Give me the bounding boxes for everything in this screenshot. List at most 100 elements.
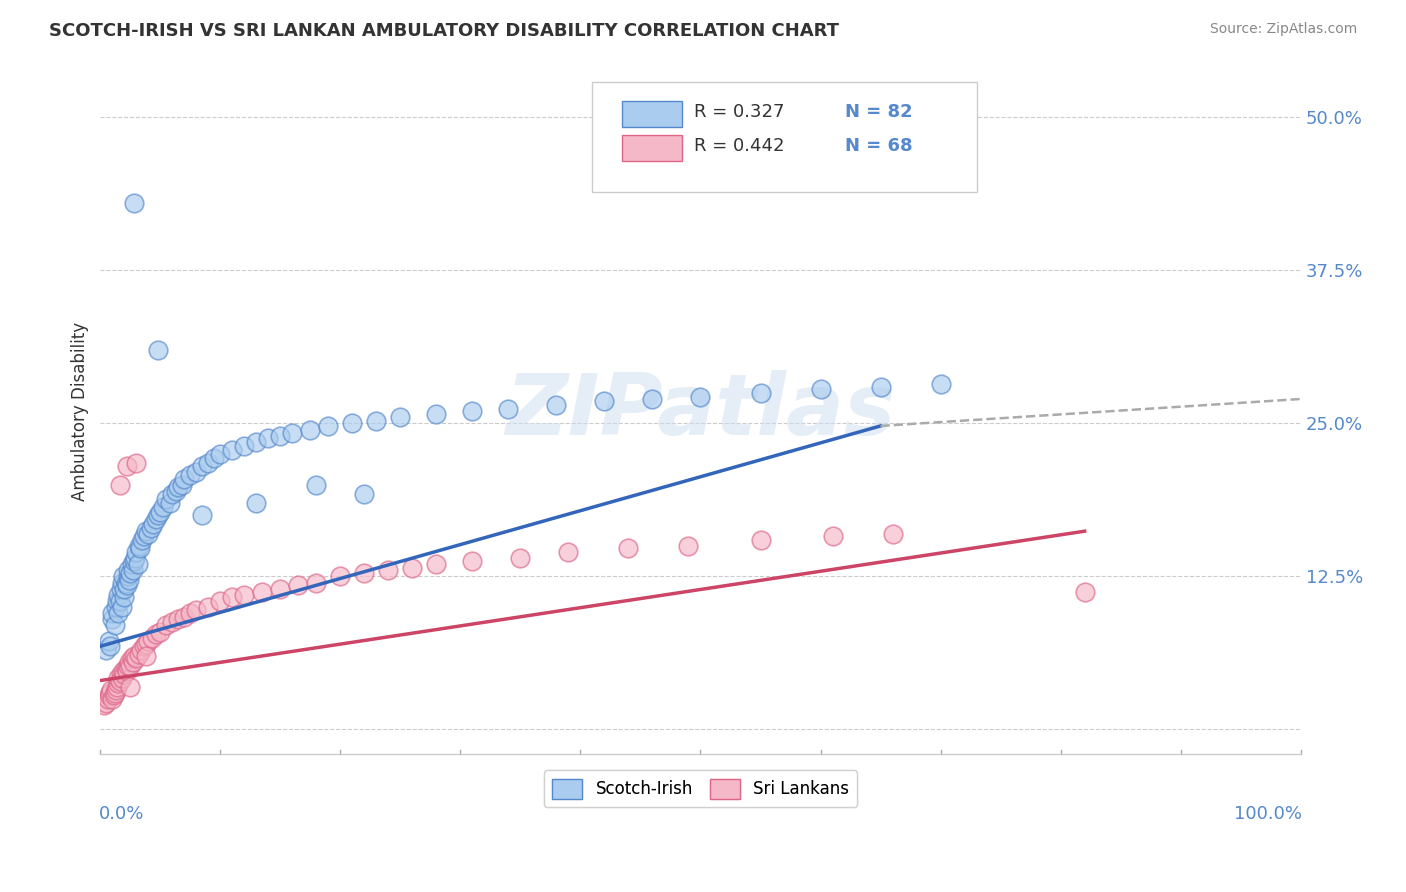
- Point: [252, 585, 274, 599]
- Point: [135, 637, 157, 651]
- Point: [101, 612, 124, 626]
- Point: [141, 631, 163, 645]
- Point: [170, 477, 193, 491]
- Point: [425, 407, 447, 421]
- Point: [810, 382, 832, 396]
- Point: [127, 558, 149, 572]
- Point: [145, 512, 167, 526]
- Point: [366, 414, 388, 428]
- Point: [245, 434, 267, 449]
- Point: [149, 505, 172, 519]
- Point: [142, 516, 165, 531]
- Point: [112, 664, 135, 678]
- Point: [186, 466, 208, 480]
- Point: [162, 487, 184, 501]
- Text: 0.0%: 0.0%: [100, 805, 145, 823]
- Point: [197, 456, 219, 470]
- Point: [105, 680, 128, 694]
- Point: [191, 508, 214, 523]
- Point: [120, 658, 142, 673]
- Point: [101, 606, 124, 620]
- Point: [146, 343, 169, 357]
- Point: [118, 573, 141, 587]
- Point: [131, 533, 153, 547]
- Point: [869, 380, 891, 394]
- Bar: [623, 101, 682, 127]
- Point: [96, 692, 118, 706]
- Point: [159, 496, 181, 510]
- Legend: Scotch-Irish, Sri Lankans: Scotch-Irish, Sri Lankans: [544, 771, 858, 807]
- Point: [112, 667, 135, 681]
- Point: [191, 459, 214, 474]
- Point: [202, 450, 225, 465]
- Point: [167, 612, 190, 626]
- Point: [299, 423, 322, 437]
- Point: [128, 539, 150, 553]
- Point: [112, 582, 135, 596]
- Point: [186, 602, 208, 616]
- Point: [121, 651, 143, 665]
- Y-axis label: Ambulatory Disability: Ambulatory Disability: [72, 322, 89, 500]
- Point: [329, 569, 352, 583]
- Point: [132, 529, 155, 543]
- Point: [461, 553, 484, 567]
- Point: [110, 582, 132, 596]
- Point: [108, 477, 131, 491]
- Point: [122, 648, 145, 663]
- Point: [121, 563, 143, 577]
- Point: [129, 541, 152, 556]
- Point: [121, 655, 143, 669]
- Point: [929, 377, 952, 392]
- Point: [121, 558, 143, 572]
- Point: [269, 428, 291, 442]
- Point: [557, 545, 579, 559]
- Point: [233, 438, 256, 452]
- Point: [117, 569, 139, 583]
- Point: [111, 575, 134, 590]
- Point: [173, 472, 195, 486]
- Point: [115, 578, 138, 592]
- Point: [105, 594, 128, 608]
- Point: [117, 563, 139, 577]
- Point: [149, 624, 172, 639]
- Point: [129, 643, 152, 657]
- Point: [125, 545, 148, 559]
- Point: [146, 508, 169, 523]
- Point: [120, 566, 142, 580]
- Point: [401, 561, 423, 575]
- Point: [128, 647, 150, 661]
- Point: [641, 392, 664, 406]
- Point: [425, 558, 447, 572]
- Point: [377, 563, 399, 577]
- Point: [104, 686, 127, 700]
- Point: [318, 419, 340, 434]
- Point: [125, 456, 148, 470]
- Point: [97, 688, 120, 702]
- Text: R = 0.327: R = 0.327: [695, 103, 785, 121]
- Point: [173, 610, 195, 624]
- Point: [120, 680, 142, 694]
- Point: [165, 483, 187, 498]
- Point: [593, 394, 616, 409]
- Point: [104, 618, 127, 632]
- Point: [115, 459, 138, 474]
- Point: [111, 671, 134, 685]
- Point: [124, 551, 146, 566]
- Point: [118, 655, 141, 669]
- Point: [209, 594, 232, 608]
- Point: [122, 196, 145, 211]
- Point: [96, 696, 118, 710]
- Point: [152, 500, 174, 514]
- Point: [135, 524, 157, 539]
- Point: [107, 588, 129, 602]
- Point: [96, 643, 118, 657]
- Point: [269, 582, 291, 596]
- Point: [108, 594, 131, 608]
- Point: [93, 698, 115, 712]
- Point: [107, 671, 129, 685]
- Point: [145, 627, 167, 641]
- Point: [155, 618, 177, 632]
- FancyBboxPatch shape: [592, 82, 977, 192]
- Point: [135, 648, 157, 663]
- Text: SCOTCH-IRISH VS SRI LANKAN AMBULATORY DISABILITY CORRELATION CHART: SCOTCH-IRISH VS SRI LANKAN AMBULATORY DI…: [49, 22, 839, 40]
